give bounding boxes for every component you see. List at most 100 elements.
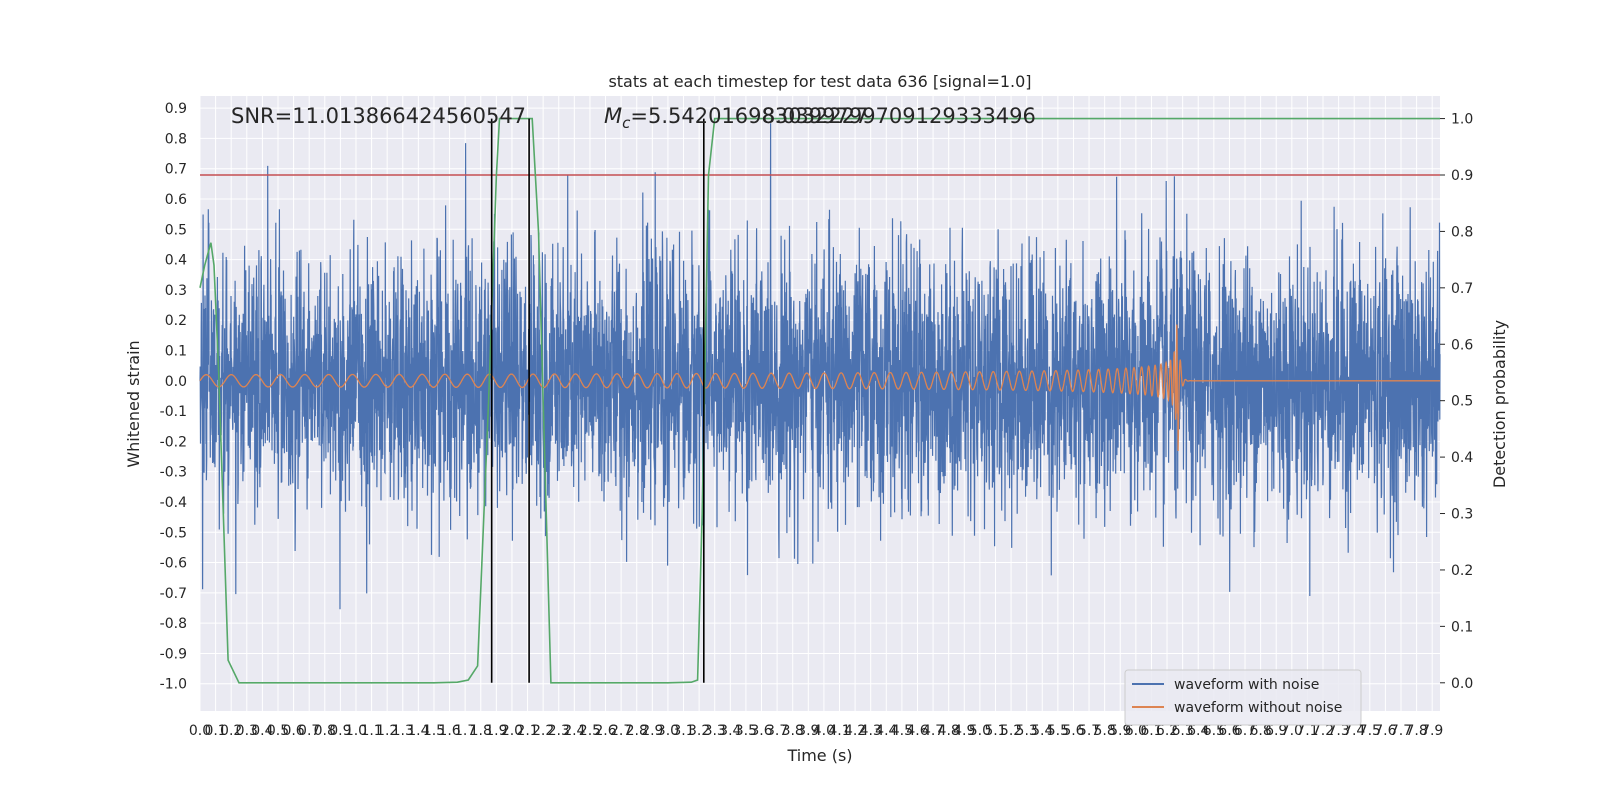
x-tick-label: 0.0 (189, 723, 211, 739)
x-tick-label: 4.4 (875, 723, 897, 739)
x-tick-label: 7.6 (1374, 723, 1396, 739)
x-tick-label: 2.0 (501, 723, 523, 739)
x-tick-label: 6.0 (1125, 723, 1147, 739)
x-tick-label: 3.2 (688, 723, 710, 739)
x-tick-label: 7.9 (1421, 723, 1443, 739)
noisy-waveform-layer (199, 123, 1441, 610)
x-tick-label: 0.4 (251, 723, 273, 739)
x-tick-label: 6.3 (1172, 723, 1194, 739)
x-tick-label: 2.6 (594, 723, 616, 739)
mc-subscript: c (622, 114, 631, 132)
y-tick-label: 0.1 (165, 343, 187, 359)
x-tick-label: 0.1 (204, 723, 226, 739)
x-tick-label: 2.9 (641, 723, 663, 739)
x-tick-label: 5.5 (1047, 723, 1069, 739)
y-right-tick-label: 0.1 (1451, 619, 1473, 635)
x-tick-label: 2.3 (548, 723, 570, 739)
x-tick-label: 5.9 (1109, 723, 1131, 739)
chart-title: stats at each timestep for test data 636… (608, 72, 1031, 91)
x-tick-label: 1.9 (485, 723, 507, 739)
x-tick-label: 3.6 (750, 723, 772, 739)
y-right-tick-label: 0.6 (1451, 337, 1473, 353)
x-tick-label: 7.0 (1281, 723, 1303, 739)
x-tick-label: 1.1 (360, 723, 382, 739)
x-tick-label: 7.2 (1312, 723, 1334, 739)
x-tick-label: 7.3 (1327, 723, 1349, 739)
x-tick-label: 2.5 (579, 723, 601, 739)
x-tick-label: 5.4 (1031, 723, 1053, 739)
x-tick-label: 2.7 (610, 723, 632, 739)
x-tick-label: 7.4 (1343, 723, 1365, 739)
legend-label-noisy: waveform with noise (1174, 677, 1319, 693)
y-tick-label: 0.4 (165, 253, 187, 269)
y-right-tick-label: 0.2 (1451, 563, 1473, 579)
x-tick-label: 3.5 (735, 723, 757, 739)
x-tick-label: 3.8 (782, 723, 804, 739)
y-axis-label: Whitened strain (124, 340, 143, 467)
x-tick-label: 2.2 (532, 723, 554, 739)
overlay-layer (199, 117, 1440, 684)
y-right-tick-label: 0.9 (1451, 168, 1473, 184)
mc-value: =5.542016983032227 (630, 104, 868, 128)
mc-symbol: M (604, 104, 622, 128)
y-tick-label: -0.2 (160, 434, 187, 450)
x-tick-label: 3.0 (657, 723, 679, 739)
y-right-tick-label: 1.0 (1451, 112, 1473, 128)
y-right-tick-label: 0.0 (1451, 676, 1473, 692)
x-tick-label: 4.8 (938, 723, 960, 739)
clean-waveform-line (199, 324, 1440, 452)
y-tick-label: -0.8 (160, 616, 187, 632)
y-tick-label: 0.5 (165, 222, 187, 238)
x-tick-label: 3.7 (766, 723, 788, 739)
y-right-tick-label: 0.7 (1451, 281, 1473, 297)
y-tick-label: 0.3 (165, 283, 187, 299)
y-right-tick-label: 0.8 (1451, 224, 1473, 240)
x-tick-label: 5.2 (1000, 723, 1022, 739)
x-tick-label: 5.6 (1062, 723, 1084, 739)
x-tick-label: 6.6 (1218, 723, 1240, 739)
x-tick-label: 3.4 (719, 723, 741, 739)
x-tick-label: 6.4 (1187, 723, 1209, 739)
x-tick-label: 7.1 (1296, 723, 1318, 739)
x-axis-label: Time (s) (786, 746, 852, 765)
x-tick-label: 4.2 (844, 723, 866, 739)
y-right-axis-label: Detection probability (1490, 320, 1509, 488)
x-tick-label: 1.3 (392, 723, 414, 739)
y-right-tick-label: 0.5 (1451, 394, 1473, 410)
x-tick-label: 2.1 (516, 723, 538, 739)
x-tick-label: 5.1 (984, 723, 1006, 739)
tick-labels: 0.00.10.20.30.40.50.60.70.80.91.01.11.21… (160, 101, 1474, 739)
mc-annotation: Mc=5.542016983032227 (604, 104, 868, 132)
y-right-tick-label: 0.4 (1451, 450, 1473, 466)
x-tick-label: 6.7 (1234, 723, 1256, 739)
legend-box (1124, 669, 1362, 726)
y-tick-label: 0.6 (165, 192, 187, 208)
x-tick-label: 6.1 (1140, 723, 1162, 739)
legend-label-clean: waveform without noise (1174, 700, 1342, 716)
y-right-tick-label: 0.3 (1451, 507, 1473, 523)
x-tick-label: 0.3 (236, 723, 258, 739)
x-tick-label: 4.6 (906, 723, 928, 739)
x-tick-label: 5.7 (1078, 723, 1100, 739)
y-tick-label: -0.9 (160, 646, 187, 662)
y-tick-label: -0.3 (160, 465, 187, 481)
x-tick-label: 4.3 (860, 723, 882, 739)
y-tick-label: -0.6 (160, 556, 187, 572)
x-tick-label: 7.7 (1390, 723, 1412, 739)
x-tick-label: 6.9 (1265, 723, 1287, 739)
y-tick-label: -0.5 (160, 525, 187, 541)
x-tick-label: 1.4 (407, 723, 429, 739)
x-tick-label: 1.8 (470, 723, 492, 739)
x-tick-label: 2.4 (563, 723, 585, 739)
x-tick-label: 4.1 (828, 723, 850, 739)
y-tick-label: -1.0 (160, 677, 187, 693)
x-tick-label: 7.8 (1405, 723, 1427, 739)
x-tick-label: 1.2 (376, 723, 398, 739)
x-tick-label: 5.0 (969, 723, 991, 739)
y-tick-label: 0.0 (165, 374, 187, 390)
x-tick-label: 1.5 (423, 723, 445, 739)
snr-annotation: SNR=11.013866424560547 (231, 104, 526, 128)
x-tick-label: 3.9 (797, 723, 819, 739)
x-tick-label: 6.8 (1249, 723, 1271, 739)
x-tick-label: 2.8 (626, 723, 648, 739)
